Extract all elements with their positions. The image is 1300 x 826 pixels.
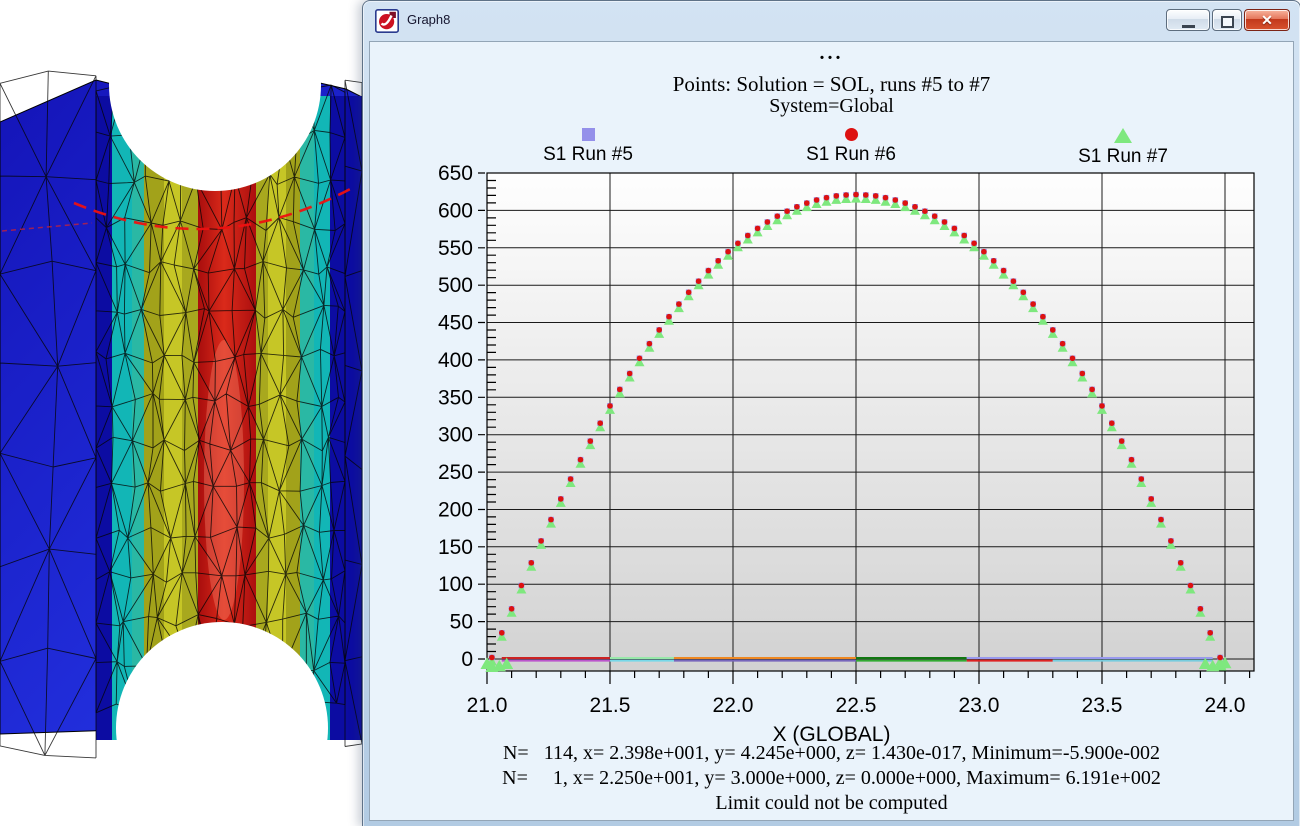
restore-icon <box>1220 16 1234 28</box>
run5-square-marker-icon <box>581 128 595 141</box>
svg-text:21.5: 21.5 <box>590 694 631 717</box>
legend-item-run7[interactable]: S1 Run #7 <box>1043 128 1203 168</box>
minimize-icon <box>1181 25 1195 28</box>
svg-text:400: 400 <box>438 349 473 372</box>
svg-text:350: 350 <box>438 386 473 409</box>
svg-text:500: 500 <box>438 274 473 297</box>
chart-subtitle: System=Global <box>769 95 894 117</box>
chart-overflow-dots: ... <box>819 42 844 64</box>
chart-area: 0 50 100 150 200 250 300 350 400 450 500 550 600 650 2… <box>369 41 1294 821</box>
svg-text:600: 600 <box>438 199 473 222</box>
chart-title: Points: Solution = SOL, runs #5 to #7 <box>672 72 991 96</box>
plot-canvas[interactable]: 0 50 100 150 200 250 300 350 400 450 500 550 600 650 2… <box>370 42 1293 820</box>
svg-text:23.0: 23.0 <box>959 694 1000 717</box>
close-button[interactable]: ✕ <box>1244 9 1290 31</box>
svg-text:100: 100 <box>438 573 473 596</box>
svg-text:250: 250 <box>438 461 473 484</box>
app-icon[interactable] <box>375 9 399 33</box>
svg-text:22.0: 22.0 <box>713 694 754 717</box>
svg-text:24.0: 24.0 <box>1205 694 1246 717</box>
svg-text:650: 650 <box>438 162 473 185</box>
legend-label: S1 Run #5 <box>543 144 633 165</box>
status-line-limit: Limit could not be computed <box>715 792 948 814</box>
graph-window: Graph8 ✕ 0 50 100 150 200 250 300 350 400 450 500 5… <box>362 0 1300 826</box>
run7-triangle-marker-icon <box>1114 128 1132 143</box>
svg-text:0: 0 <box>461 648 473 671</box>
minimize-button[interactable] <box>1166 9 1210 31</box>
window-controls: ✕ <box>1166 9 1290 31</box>
x-axis-label: X (GLOBAL) <box>772 723 891 746</box>
svg-text:50: 50 <box>450 611 473 634</box>
fea-model-view[interactable] <box>0 0 362 826</box>
svg-text:300: 300 <box>438 424 473 447</box>
legend-label: S1 Run #7 <box>1078 146 1168 167</box>
svg-text:550: 550 <box>438 237 473 260</box>
svg-text:150: 150 <box>438 536 473 559</box>
svg-text:450: 450 <box>438 312 473 335</box>
legend-label: S1 Run #6 <box>806 144 896 165</box>
restore-button[interactable] <box>1212 9 1242 31</box>
svg-text:200: 200 <box>438 498 473 521</box>
run6-circle-marker-icon <box>844 128 858 141</box>
svg-text:22.5: 22.5 <box>836 694 877 717</box>
svg-text:23.5: 23.5 <box>1082 694 1123 717</box>
window-title: Graph8 <box>407 12 451 27</box>
close-icon: ✕ <box>1261 12 1273 28</box>
window-titlebar[interactable]: Graph8 ✕ <box>363 1 1300 41</box>
svg-text:21.0: 21.0 <box>467 694 508 717</box>
legend-item-run5[interactable]: S1 Run #5 <box>508 128 668 166</box>
legend-item-run6[interactable]: S1 Run #6 <box>771 128 931 166</box>
status-line-max: N= 1, x= 2.250e+001, y= 3.000e+000, z= 0… <box>502 767 1161 789</box>
status-line-min: N= 114, x= 2.398e+001, y= 4.245e+000, z=… <box>502 742 1161 764</box>
